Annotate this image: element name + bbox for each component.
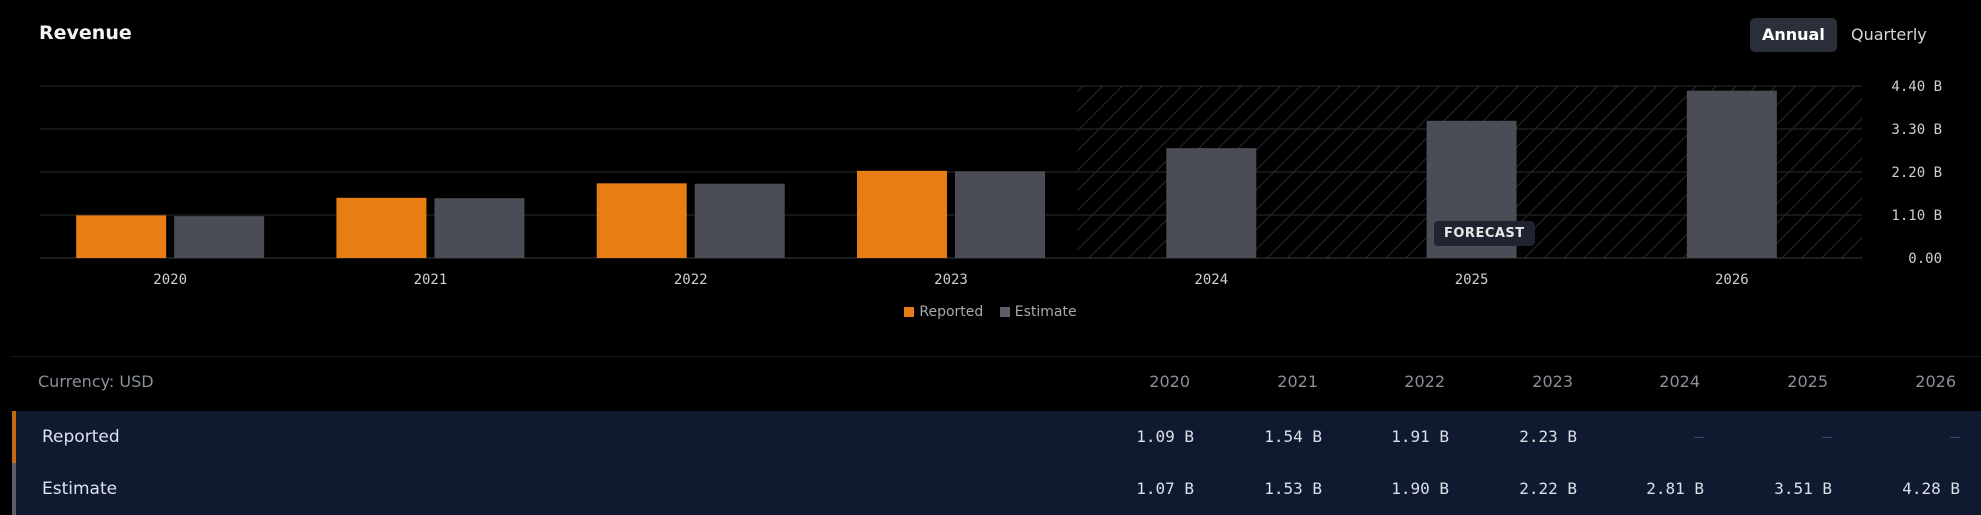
row-label-estimate: Estimate <box>42 479 118 499</box>
year-header-2023: 2023 <box>1532 372 1573 391</box>
table-cell: — <box>1694 427 1704 446</box>
bar-reported-2023 <box>857 170 947 258</box>
table-cell: 1.53 B <box>1264 479 1322 498</box>
table-row-reported[interactable]: Reported 1.09 B 1.54 B 1.91 B 2.23 B — —… <box>12 411 1981 463</box>
x-tick-label: 2022 <box>674 272 708 288</box>
x-tick-label: 2025 <box>1455 272 1489 288</box>
table-cell: 1.09 B <box>1136 427 1194 446</box>
legend-swatch-reported <box>904 307 915 317</box>
bar-reported-2022 <box>596 183 687 258</box>
bar-estimate-2024 <box>1166 148 1257 258</box>
forecast-badge: FORECAST <box>1434 221 1535 246</box>
bar-estimate-2020 <box>174 216 265 258</box>
year-header-2026: 2026 <box>1915 372 1956 391</box>
x-tick-label: 2020 <box>153 272 187 288</box>
legend-item-estimate[interactable]: Estimate <box>999 304 1077 320</box>
table-divider <box>12 356 1981 357</box>
table-cell: 2.81 B <box>1646 479 1704 498</box>
legend-item-reported[interactable]: Reported <box>904 304 983 320</box>
year-header-2020: 2020 <box>1149 372 1190 391</box>
year-header-2025: 2025 <box>1787 372 1828 391</box>
x-tick-label: 2026 <box>1715 272 1749 288</box>
table-cell: 3.51 B <box>1774 479 1832 498</box>
currency-label: Currency: USD <box>38 372 154 391</box>
table-cell: 2.22 B <box>1519 479 1577 498</box>
legend-label-reported: Reported <box>919 304 984 320</box>
table-cell: 1.91 B <box>1391 427 1449 446</box>
y-tick-label: 0.00 <box>1908 251 1942 267</box>
table-cell: 2.23 B <box>1519 427 1577 446</box>
x-tick-label: 2023 <box>934 272 968 288</box>
year-header-2021: 2021 <box>1277 372 1318 391</box>
y-tick-label: 1.10 B <box>1891 208 1942 224</box>
bar-estimate-2022 <box>694 183 785 258</box>
bar-estimate-2023 <box>955 171 1045 258</box>
table-cell: — <box>1822 427 1832 446</box>
table-cell: 1.54 B <box>1264 427 1322 446</box>
table-cell: — <box>1950 427 1960 446</box>
bar-reported-2020 <box>76 215 167 258</box>
y-tick-label: 4.40 B <box>1891 79 1942 95</box>
revenue-bar-chart: 0.00 1.10 B 2.20 B 3.30 B 4.40 B 2020 2021 2022… <box>40 79 1942 288</box>
year-header-2022: 2022 <box>1404 372 1445 391</box>
table-cell: 4.28 B <box>1902 479 1960 498</box>
table-cell: 1.07 B <box>1136 479 1194 498</box>
bar-estimate-2026 <box>1686 90 1777 258</box>
annual-toggle-button[interactable]: Annual <box>1750 18 1837 52</box>
year-header-2024: 2024 <box>1659 372 1700 391</box>
bar-estimate-2021 <box>434 198 525 258</box>
row-label-reported: Reported <box>42 427 120 447</box>
quarterly-toggle-button[interactable]: Quarterly <box>1851 25 1927 44</box>
x-tick-label: 2024 <box>1194 272 1228 288</box>
y-tick-label: 3.30 B <box>1891 122 1942 138</box>
x-tick-label: 2021 <box>414 272 448 288</box>
table-cell: 1.90 B <box>1391 479 1449 498</box>
chart-title: Revenue <box>39 22 132 44</box>
table-row-estimate[interactable]: Estimate 1.07 B 1.53 B 1.90 B 2.22 B 2.8… <box>12 463 1981 515</box>
y-tick-label: 2.20 B <box>1891 165 1942 181</box>
legend-swatch-estimate <box>999 307 1010 317</box>
chart-legend: Reported Estimate <box>0 304 1981 320</box>
legend-label-estimate: Estimate <box>1014 304 1077 320</box>
bar-reported-2021 <box>336 197 427 258</box>
table-header-row: Currency: USD 2020 2021 2022 2023 2024 2… <box>12 358 1981 406</box>
